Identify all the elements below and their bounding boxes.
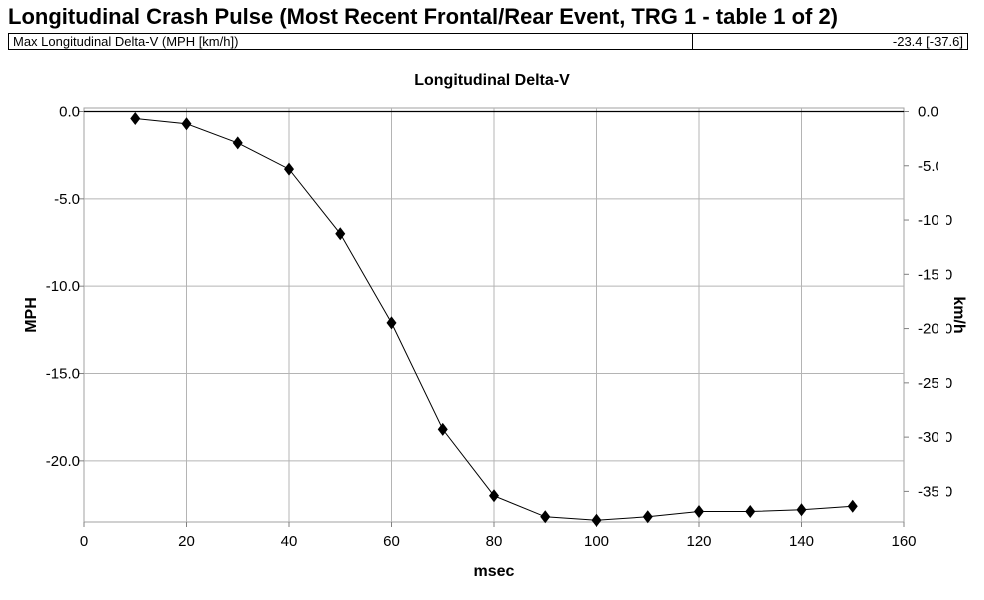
data-point xyxy=(489,489,499,503)
y2-tick-label: -30.0 xyxy=(918,429,952,446)
data-point xyxy=(694,505,704,519)
y-tick-label: -5.0 xyxy=(54,191,80,208)
y2-tick-label: 0.0 xyxy=(918,103,939,120)
y2-tick-label: -20.0 xyxy=(918,321,952,338)
summary-table: Max Longitudinal Delta-V (MPH [km/h]) -2… xyxy=(8,33,968,50)
max-delta-v-label: Max Longitudinal Delta-V (MPH [km/h]) xyxy=(9,34,693,49)
right-label-clip xyxy=(938,98,946,532)
x-tick-label: 40 xyxy=(281,533,298,550)
x-axis-title: msec xyxy=(474,563,515,580)
y2-tick-label: -5.0 xyxy=(918,158,944,175)
data-point xyxy=(335,227,346,241)
y2-tick-label: -15.0 xyxy=(918,266,952,283)
y-tick-label: -15.0 xyxy=(46,366,80,383)
y2-tick-label: -35.0 xyxy=(918,483,952,500)
x-tick-label: 140 xyxy=(789,533,814,550)
data-point xyxy=(540,510,551,524)
data-point xyxy=(591,513,602,527)
y2-axis-title: km/h xyxy=(950,296,967,333)
data-point xyxy=(745,505,756,519)
chart-title: Longitudinal Delta-V xyxy=(414,72,570,89)
y2-tick-label: -25.0 xyxy=(918,375,952,392)
y-axis-title: MPH xyxy=(23,297,40,333)
data-point xyxy=(284,162,294,176)
data-point xyxy=(181,117,192,131)
x-tick-label: 80 xyxy=(486,533,503,550)
x-tick-label: 160 xyxy=(891,533,916,550)
x-tick-label: 120 xyxy=(686,533,711,550)
max-delta-v-value: -23.4 [-37.6] xyxy=(892,34,963,49)
data-point xyxy=(130,111,141,125)
y2-tick-label: -10.0 xyxy=(918,212,952,229)
x-tick-label: 60 xyxy=(383,533,400,550)
data-point xyxy=(437,422,448,436)
data-point xyxy=(232,136,243,150)
x-tick-label: 20 xyxy=(178,533,195,550)
data-point xyxy=(847,499,858,513)
y-tick-label: -10.0 xyxy=(46,278,80,295)
x-tick-label: 0 xyxy=(80,533,88,550)
report-title: Longitudinal Crash Pulse (Most Recent Fr… xyxy=(8,4,839,29)
x-tick-label: 100 xyxy=(584,533,609,550)
data-point xyxy=(386,316,397,330)
y-tick-label: -20.0 xyxy=(46,453,80,470)
y-tick-label: 0.0 xyxy=(59,103,80,120)
data-point xyxy=(642,510,653,524)
data-point xyxy=(796,503,807,517)
